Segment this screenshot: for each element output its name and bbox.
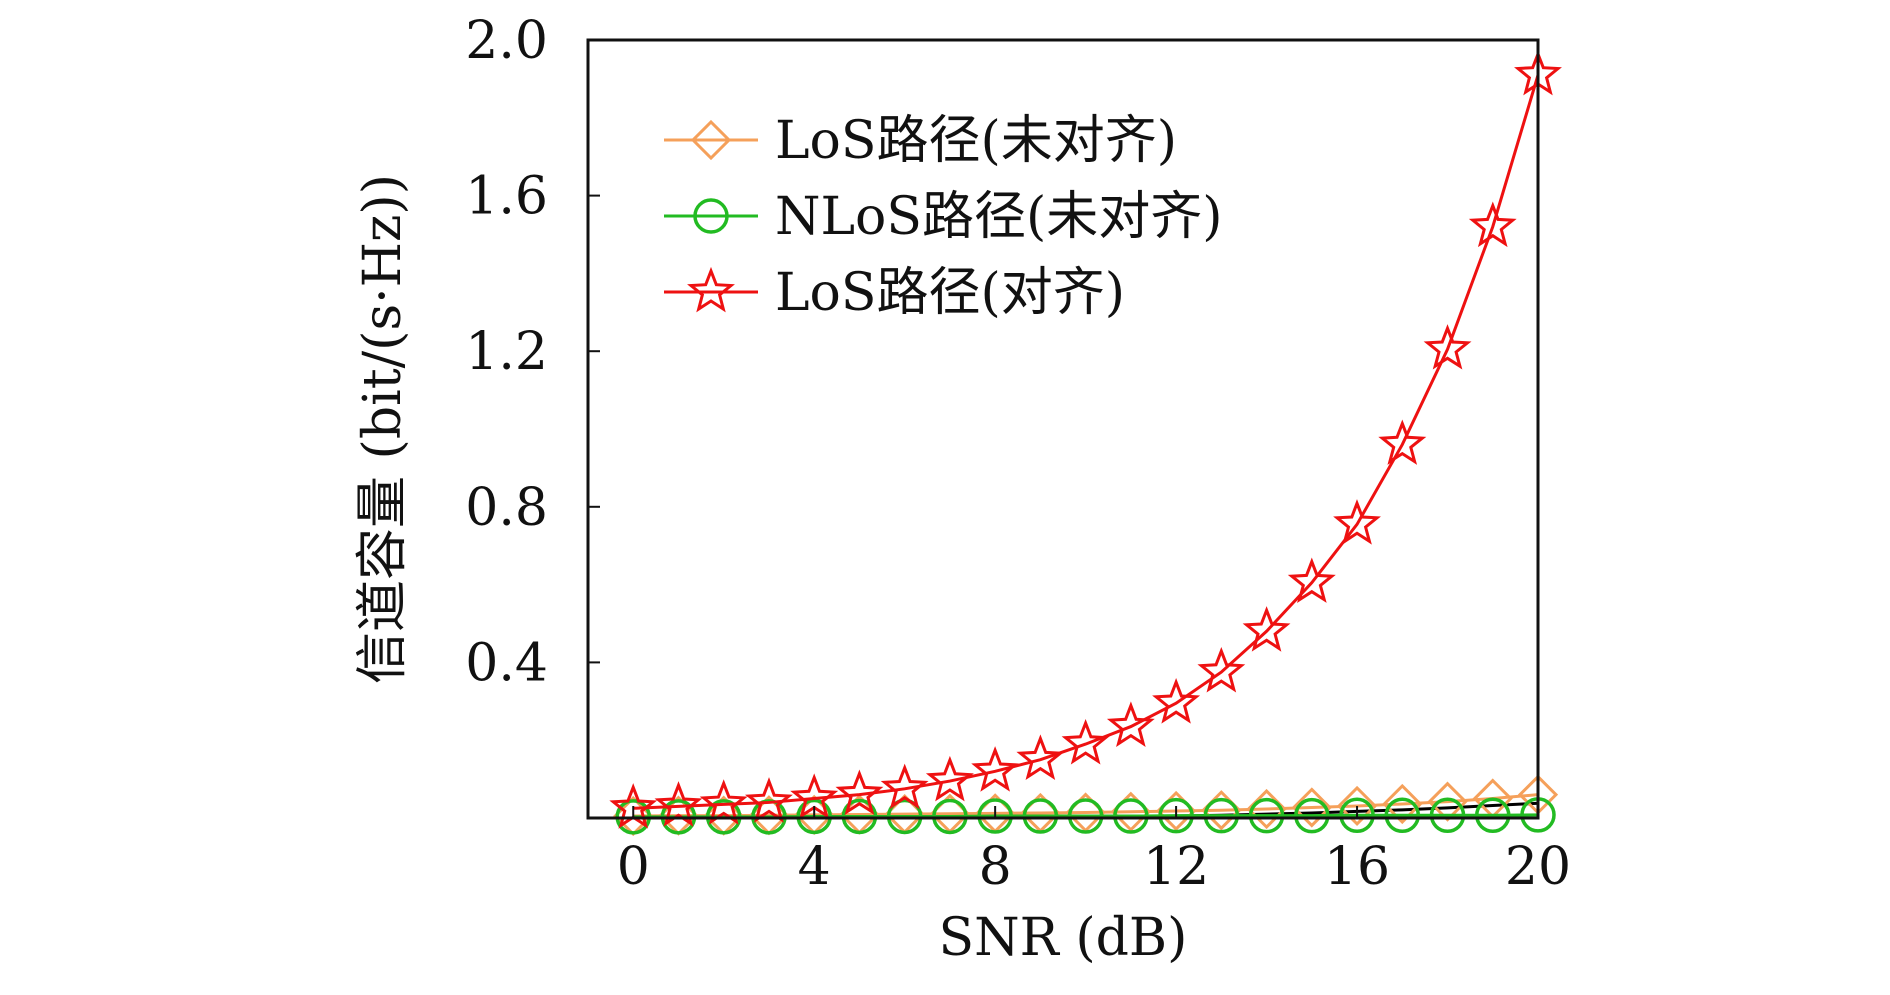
y-tick-label: 2.0 [465, 11, 548, 71]
data-point-star [925, 755, 974, 802]
data-point-circle [977, 798, 1013, 834]
data-point-circle [1339, 797, 1375, 834]
x-tick-label: 12 [1143, 837, 1209, 897]
y-tick-label: 0.4 [465, 633, 548, 693]
x-tick-label: 0 [617, 837, 650, 897]
plot-series-group [609, 49, 1562, 837]
data-point-star [1423, 324, 1472, 370]
data-point-star [1468, 201, 1517, 248]
legend-item-los-unaligned: LoS路径(未对齐) [664, 111, 1177, 171]
data-point-star [1016, 734, 1065, 780]
data-point-diamond [1336, 785, 1378, 827]
data-point-star [1106, 701, 1155, 747]
legend-marker-star [687, 266, 735, 313]
data-point-circle [932, 798, 968, 835]
data-point-circle [886, 798, 923, 835]
data-point-diamond [1291, 787, 1332, 828]
y-axis-title: 信道容量 (bit/(s·Hz)) [353, 174, 413, 684]
data-point-star [1152, 678, 1201, 724]
data-point-circle [1113, 798, 1149, 834]
data-point-circle [1022, 798, 1059, 834]
data-point-star [699, 779, 748, 825]
data-point-circle [1203, 797, 1240, 834]
data-point-diamond [1427, 781, 1468, 822]
y-tick-label: 0.8 [465, 478, 548, 538]
series-line [633, 74, 1540, 810]
data-point-circle [841, 798, 878, 835]
data-point-star [654, 781, 703, 827]
data-point-star [835, 769, 884, 815]
data-point-star [1061, 718, 1110, 765]
data-point-star [1242, 606, 1291, 652]
data-point-star [1378, 419, 1427, 465]
data-point-circle [1158, 797, 1194, 834]
x-tick-label: 20 [1505, 837, 1571, 897]
x-tick-label: 8 [979, 837, 1012, 897]
data-point-star [1287, 557, 1336, 603]
legend-label: LoS路径(未对齐) [775, 111, 1177, 171]
data-point-circle [1294, 797, 1330, 834]
data-point-circle [1067, 798, 1104, 834]
legend-item-los-aligned: LoS路径(对齐) [664, 263, 1125, 323]
data-point-diamond [1382, 783, 1423, 825]
axes-group: 0 4 8 12 16 20 0.4 0.8 1.2 1.6 2.0 [465, 11, 1571, 897]
y-tick-label: 1.6 [465, 167, 548, 227]
data-point-circle [1429, 797, 1466, 834]
data-point-star [1197, 646, 1246, 693]
plot-area-frame [586, 38, 1540, 820]
data-point-star [1333, 499, 1381, 545]
legend-item-nlos-unaligned: NLoS路径(未对齐) [664, 187, 1223, 247]
data-point-star [745, 777, 793, 823]
legend-marker-circle [693, 198, 729, 234]
data-point-star [971, 746, 1020, 792]
data-point-circle [1475, 797, 1511, 834]
x-axis-title: SNR (dB) [939, 908, 1188, 968]
legend-marker-diamond [690, 119, 732, 161]
x-tick-label: 4 [798, 837, 831, 897]
series-los-aligned [609, 49, 1562, 829]
legend-label: NLoS路径(未对齐) [775, 187, 1223, 247]
data-point-circle [1384, 797, 1421, 834]
data-point-star [880, 763, 929, 810]
data-point-circle [796, 798, 832, 835]
data-point-circle [1248, 797, 1285, 834]
legend: LoS路径(未对齐) NLoS路径(未对齐) LoS路径(对齐) [664, 111, 1223, 323]
x-tick-label: 16 [1324, 837, 1390, 897]
legend-label: LoS路径(对齐) [775, 263, 1125, 323]
y-tick-label: 1.2 [465, 322, 548, 382]
